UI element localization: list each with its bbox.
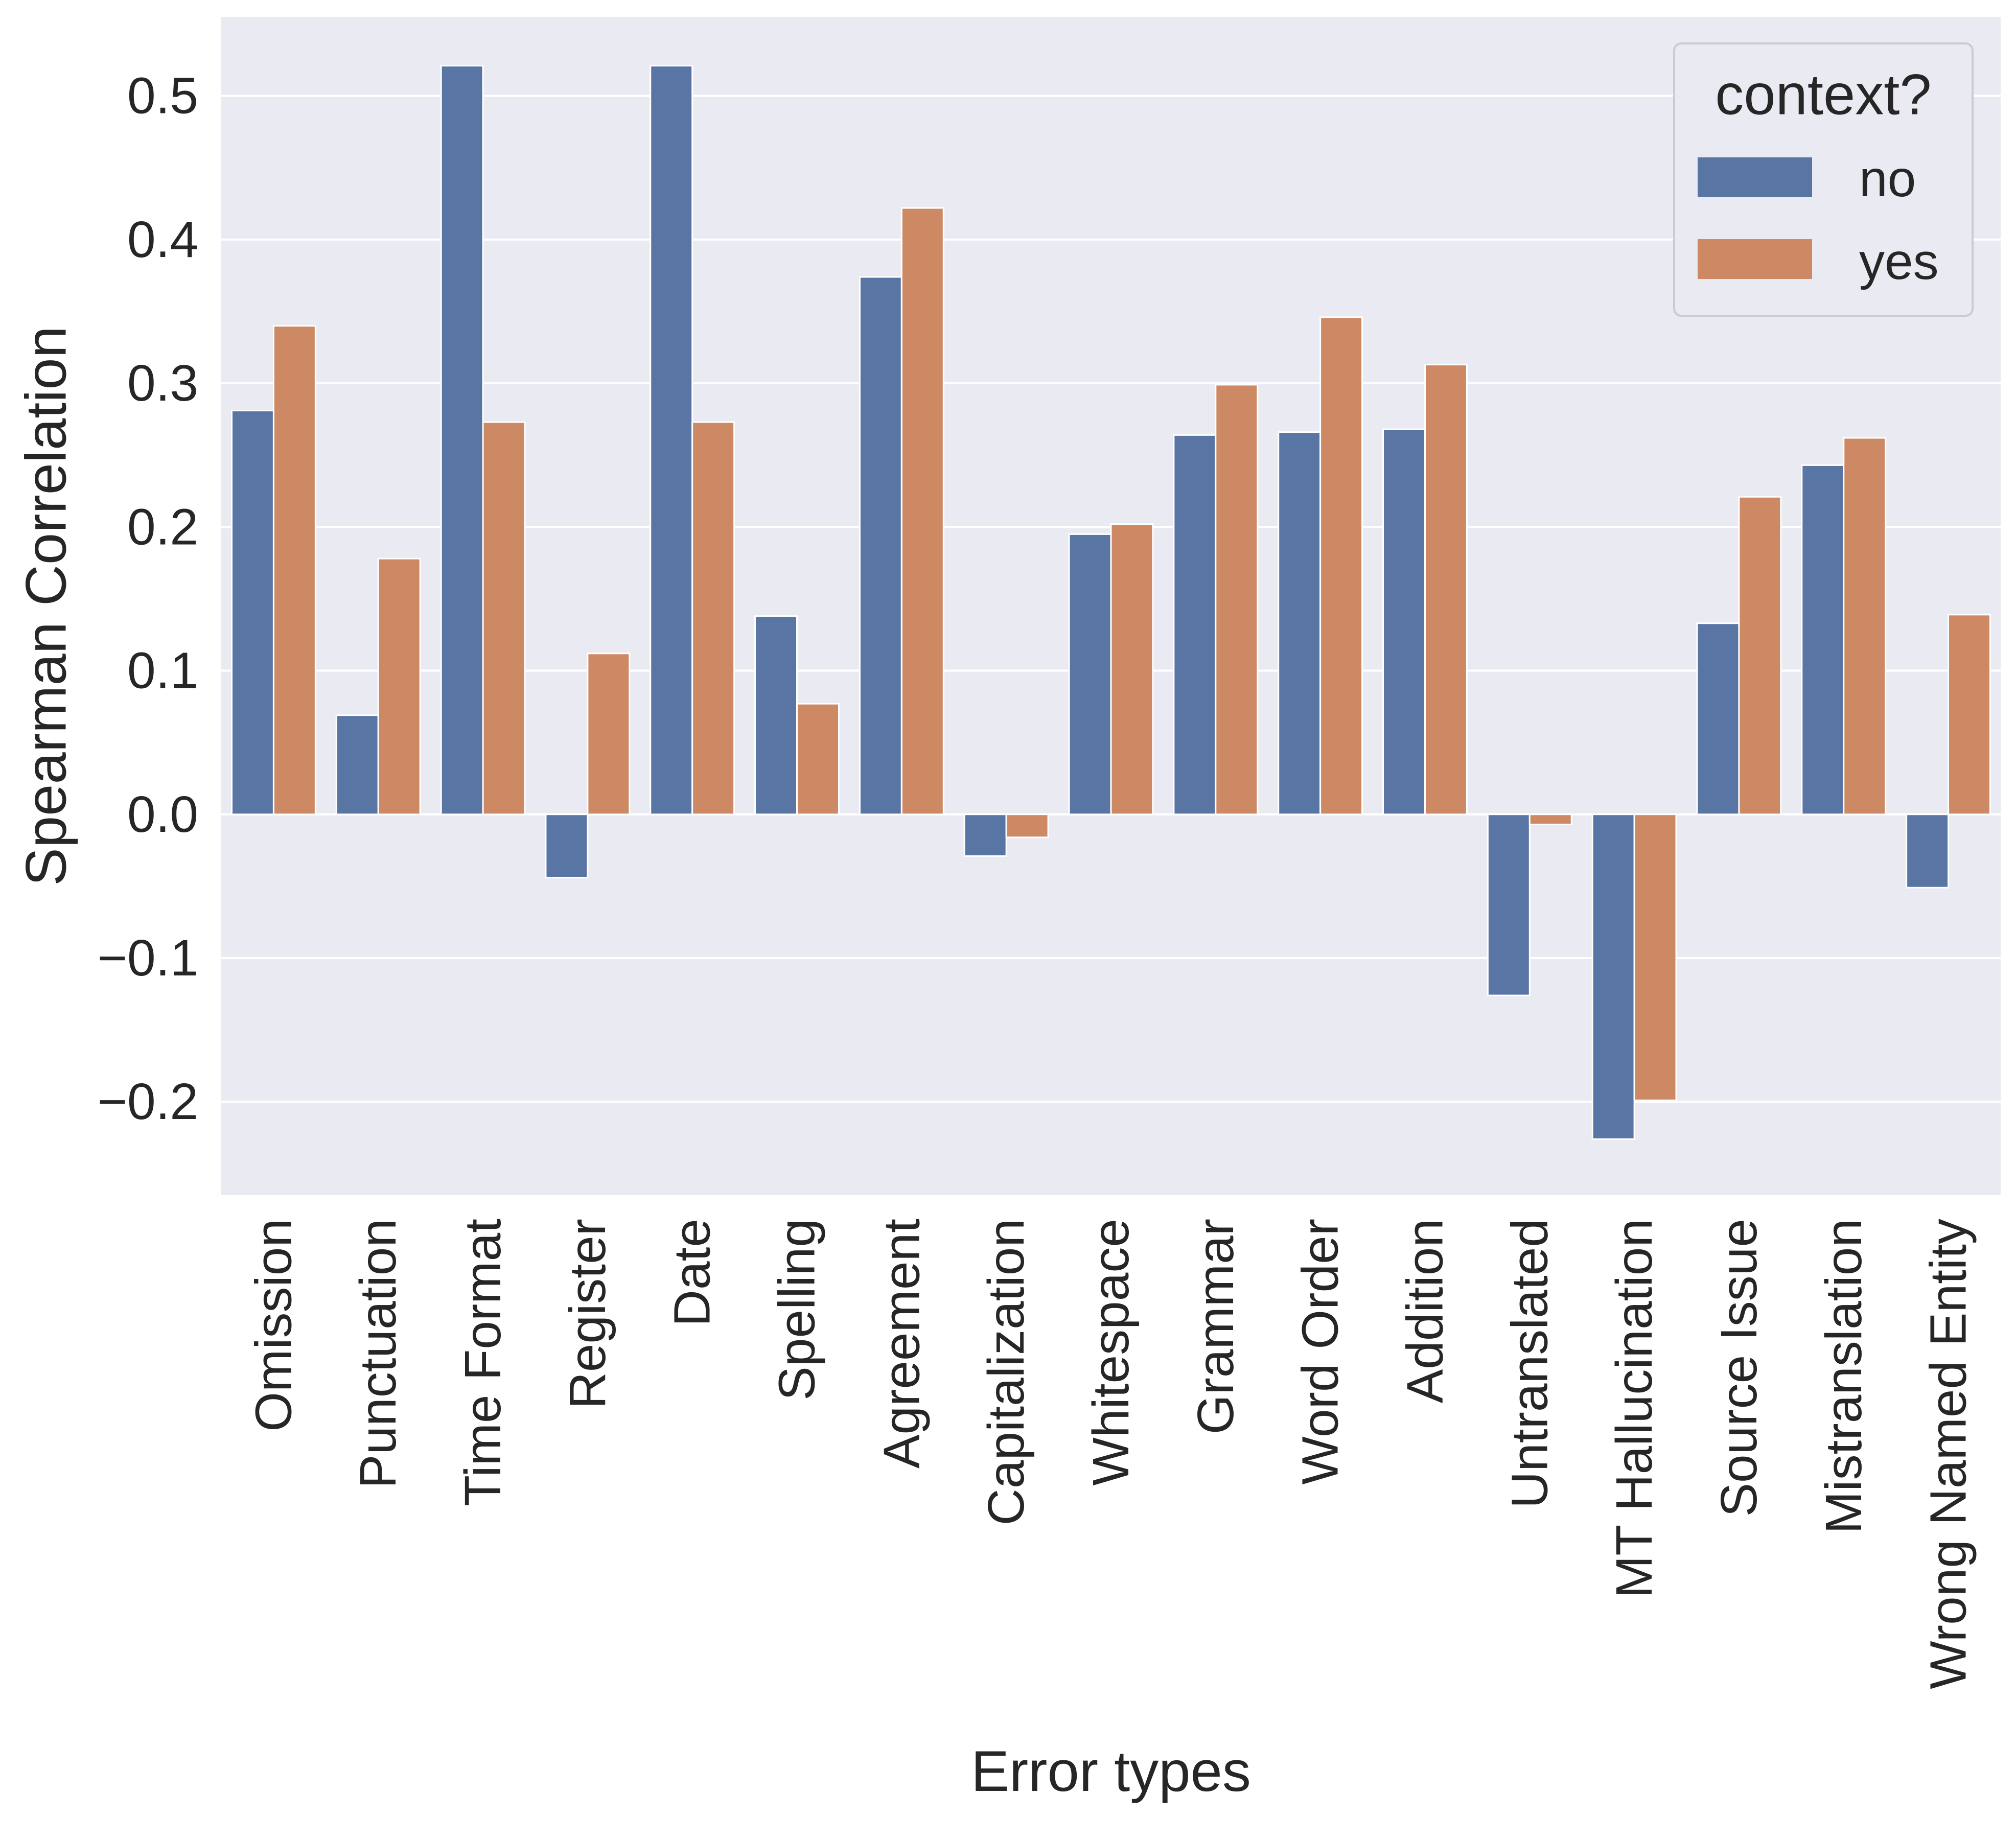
bar-no-whitespace [1068, 533, 1112, 816]
bar-no-spelling [754, 615, 798, 816]
bar-yes-untranslated [1528, 813, 1572, 825]
bar-no-register [545, 813, 589, 879]
x-tick-label: Grammar [1187, 1219, 1244, 1434]
y-tick-label: 0.4 [127, 211, 198, 268]
bar-yes-mt-hallucination [1633, 813, 1677, 1101]
bar-no-addition [1382, 428, 1426, 816]
x-tick-label: Punctuation [350, 1219, 407, 1488]
y-axis-label: Spearman Correlation [14, 326, 78, 886]
x-axis-label: Error types [971, 1739, 1251, 1803]
bar-yes-time-format [482, 421, 526, 816]
bar-no-mt-hallucination [1591, 813, 1635, 1140]
bar-no-grammar [1173, 434, 1217, 816]
bar-no-untranslated [1487, 813, 1531, 996]
bar-no-date [650, 65, 693, 816]
bar-no-word-order [1278, 431, 1322, 816]
bar-yes-date [691, 421, 735, 816]
bar-yes-capitalization [1005, 813, 1049, 839]
y-tick-label: −0.2 [98, 1073, 198, 1130]
bar-no-punctuation [335, 714, 379, 816]
legend-label-yes: yes [1859, 233, 1939, 290]
bar-no-omission [230, 410, 274, 816]
y-axis-ticks: −0.2 −0.1 0.0 0.1 0.2 0.3 0.4 0.5 [98, 67, 198, 1131]
legend-swatch-no [1698, 157, 1812, 197]
x-tick-label: Untranslated [1501, 1219, 1558, 1508]
legend-title: context? [1715, 63, 1931, 127]
x-tick-label: Register [559, 1219, 616, 1409]
bar-no-agreement [859, 276, 902, 816]
y-tick-label: 0.0 [127, 786, 198, 843]
bar-yes-register [587, 653, 631, 816]
x-tick-label: Spelling [769, 1219, 826, 1401]
x-tick-label: Word Order [1292, 1219, 1349, 1485]
bar-yes-whitespace [1110, 523, 1154, 816]
x-tick-label: Date [664, 1219, 721, 1326]
bar-yes-omission [272, 325, 316, 816]
bar-yes-grammar [1215, 384, 1259, 816]
y-tick-label: −0.1 [98, 929, 198, 987]
bar-yes-mistranslation [1843, 437, 1887, 816]
bar-no-capitalization [963, 813, 1007, 857]
y-tick-label: 0.2 [127, 498, 198, 555]
y-tick-label: 0.3 [127, 355, 198, 412]
bar-yes-spelling [796, 703, 840, 816]
x-tick-label: Capitalization [978, 1219, 1035, 1525]
y-tick-label: 0.1 [127, 642, 198, 700]
bar-yes-word-order [1319, 316, 1363, 816]
bar-yes-addition [1424, 364, 1468, 816]
x-tick-label: Mistranslation [1815, 1219, 1872, 1534]
x-tick-label: Whitespace [1082, 1219, 1140, 1485]
bar-no-wrong-named-entity [1906, 813, 1950, 889]
x-axis-ticks: Omission Punctuation Time Format Register Da… [245, 1219, 1977, 1689]
x-tick-label: Wrong Named Entity [1920, 1219, 1977, 1689]
bar-yes-source-issue [1738, 496, 1782, 816]
bar-no-mistranslation [1801, 464, 1845, 816]
x-tick-label: Omission [245, 1219, 302, 1432]
x-tick-label: Agreement [873, 1219, 930, 1469]
bar-no-source-issue [1696, 622, 1740, 816]
x-tick-label: Addition [1396, 1219, 1453, 1403]
legend-swatch-yes [1698, 239, 1812, 279]
x-tick-label: MT Hallucination [1606, 1219, 1663, 1598]
x-tick-label: Time Format [454, 1219, 512, 1506]
y-tick-label: 0.5 [127, 67, 198, 125]
legend-label-no: no [1859, 150, 1916, 207]
legend: context? no yes [1673, 42, 1974, 317]
bar-yes-wrong-named-entity [1948, 614, 1991, 816]
bar-yes-agreement [900, 207, 944, 816]
bars [230, 65, 1991, 1140]
x-tick-label: Source Issue [1710, 1219, 1768, 1517]
bar-yes-punctuation [377, 557, 421, 816]
bar-no-time-format [440, 65, 484, 816]
